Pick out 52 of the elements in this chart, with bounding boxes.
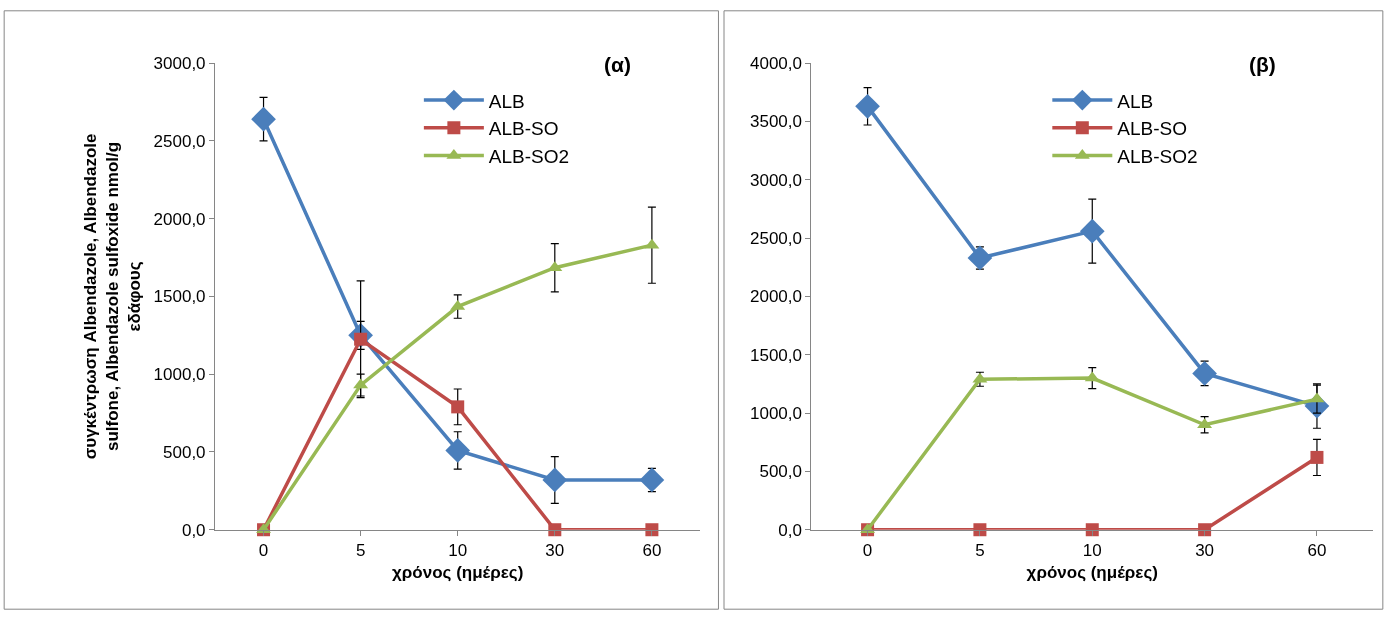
x-tick-label: 5 (355, 541, 366, 561)
y-tick-label: 500,0 (163, 442, 206, 462)
y-tick-label: 3500,0 (749, 112, 802, 132)
chart-title: (α) (604, 53, 631, 76)
point (548, 523, 562, 537)
y-tick-label: 2500,0 (153, 131, 206, 151)
point (1079, 218, 1105, 244)
legend-label: ALB-SO2 (1117, 145, 1198, 167)
y-tick-label: 1000,0 (749, 404, 802, 424)
x-axis-title: χρόνος (ημέρες) (392, 562, 524, 582)
y-tick-label: 2000,0 (749, 287, 802, 307)
x-tick-label: 30 (545, 541, 565, 561)
y-tick-label: 3000,0 (749, 170, 802, 190)
y-tick-label: 500,0 (759, 462, 802, 482)
x-tick-label: 0 (258, 541, 269, 561)
legend-label: ALB (1117, 90, 1154, 112)
point (542, 467, 568, 493)
point (451, 400, 465, 414)
point (445, 438, 471, 463)
x-tick-label: 10 (1082, 541, 1102, 561)
chart-title: (β) (1249, 53, 1276, 76)
x-tick-label: 30 (1195, 541, 1215, 561)
y-axis-title: συγκέντρωση Albendazole, Albendazole sulfone, Albendazole sulfoxide nmol/g εδάφους (80, 133, 145, 460)
legend-label: ALB (488, 90, 525, 112)
x-tick-label: 10 (448, 541, 468, 561)
point (973, 523, 987, 537)
y-tick-label: 2500,0 (749, 229, 802, 249)
x-tick-label: 60 (642, 541, 662, 561)
point (639, 467, 665, 493)
point (1192, 361, 1217, 386)
y-tick-label: 3000,0 (153, 54, 206, 74)
x-tick-label: 5 (975, 541, 985, 561)
y-tick-label: 1500,0 (153, 287, 206, 307)
y-tick-label: 4000,0 (749, 54, 802, 74)
x-tick-label: 0 (862, 541, 873, 561)
y-tick-label: 0,0 (778, 520, 802, 540)
point (251, 106, 276, 132)
legend-label: ALB-SO (488, 118, 559, 140)
x-tick-label: 60 (1307, 541, 1327, 561)
point (1085, 523, 1099, 537)
point (855, 93, 880, 119)
legend-label: ALB-SO (1117, 118, 1188, 140)
y-tick-label: 1000,0 (153, 365, 206, 385)
point (1198, 523, 1212, 537)
x-axis-title: χρόνος (ημέρες) (1026, 562, 1158, 582)
point (1310, 450, 1324, 464)
y-tick-label: 0,0 (181, 520, 206, 540)
point (645, 523, 659, 537)
point (967, 245, 993, 271)
y-tick-label: 1500,0 (749, 345, 802, 365)
legend-label: ALB-SO2 (488, 145, 570, 167)
y-tick-label: 2000,0 (153, 209, 206, 229)
